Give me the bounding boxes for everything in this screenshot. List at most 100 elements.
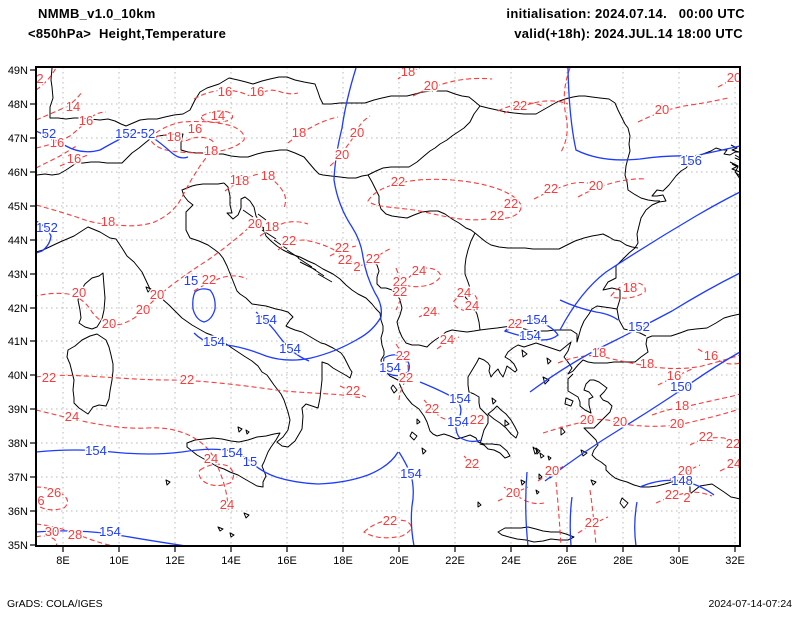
coastline-path xyxy=(242,209,333,283)
grads-credit: GrADS: COLA/IGES xyxy=(7,598,103,610)
height-contour xyxy=(192,288,216,323)
temperature-contour-label: 22 xyxy=(391,174,405,189)
temperature-contour-label: 22 xyxy=(465,456,479,471)
temperature-contour xyxy=(198,463,235,487)
temperature-contour xyxy=(651,393,741,416)
height-contour-label: 52 xyxy=(141,126,155,141)
height-contour xyxy=(567,67,741,161)
temperature-contour xyxy=(589,489,597,547)
coastlines-and-borders xyxy=(35,67,741,543)
temperature-contour xyxy=(35,535,58,547)
axis-labels: 8E 10E 12E 14E 16E 18E 20E 22E 24E 26E 28E 30E 32E 49… xyxy=(8,65,745,567)
temperature-contour-label: 22 xyxy=(425,401,439,416)
y-axis-tick-label: 40N xyxy=(8,370,28,382)
coastline-path xyxy=(49,67,660,202)
temperature-contour-label: 20 xyxy=(150,287,164,302)
temperature-contour-label: 22 xyxy=(490,208,504,223)
temperature-contour xyxy=(497,102,545,112)
temperature-contour-label: 22 xyxy=(399,370,413,385)
y-axis-tick-label: 42N xyxy=(8,303,28,315)
height-contour xyxy=(525,471,529,547)
creation-timestamp: 2024-07-14-07:24 xyxy=(708,598,792,610)
temperature-contour xyxy=(329,115,371,167)
temperature-contour xyxy=(418,312,441,318)
temperature-contour-label: 20 xyxy=(72,285,86,300)
temperature-contour-label: 24 xyxy=(457,285,471,300)
x-axis-tick-label: 16E xyxy=(277,555,297,567)
temperature-contour-label: 20 xyxy=(506,485,520,500)
temperature-contour-label: 14 xyxy=(211,108,225,123)
temperature-contour xyxy=(200,110,234,123)
temperature-contour-label: 20 xyxy=(670,416,684,431)
coastline-path xyxy=(567,373,741,500)
temperature-contour-label: 2 xyxy=(353,259,360,274)
temperature-contour-label: 20 xyxy=(136,302,150,317)
temperature-contour-label: 22 xyxy=(202,272,216,287)
coastline-path xyxy=(390,384,482,508)
temperature-contour-label: 18 xyxy=(640,356,654,371)
temperature-contour xyxy=(533,181,593,200)
temperature-contour xyxy=(555,481,562,547)
height-contour-label: 154 xyxy=(255,312,277,327)
model-title: NMMB_v1.0_10km xyxy=(38,6,156,21)
axis-ticks xyxy=(30,69,736,552)
temperature-contour-label: 16 xyxy=(188,121,202,136)
temperature-contour xyxy=(669,464,701,480)
temperature-contour-label: 24 xyxy=(465,298,479,313)
height-contour-label: 152 xyxy=(36,220,58,235)
temperature-contour-label: 20 xyxy=(613,414,627,429)
temperature-contour-label: 24 xyxy=(412,263,426,278)
temperature-contour-label: 16 xyxy=(667,368,681,383)
temperature-contour xyxy=(717,74,741,88)
height-contour xyxy=(35,448,399,485)
y-axis-tick-label: 36N xyxy=(8,506,28,518)
coastline-path xyxy=(464,232,618,343)
height-contour-label: 15 xyxy=(184,273,198,288)
temperature-contour-label: 22 xyxy=(42,370,56,385)
temperature-contour xyxy=(224,173,287,209)
temperature-contour-label: 20 xyxy=(727,70,741,85)
temperature-contour xyxy=(463,455,483,472)
temperature-contour-label: 20 xyxy=(424,78,438,93)
coastline-path xyxy=(36,105,481,179)
coastline-path xyxy=(520,446,597,495)
temperature-contour-label: 16 xyxy=(250,84,264,99)
height-contour-label: 154 xyxy=(449,391,471,406)
height-contour xyxy=(193,67,383,361)
height-contour xyxy=(35,220,52,254)
x-axis-tick-label: 10E xyxy=(109,555,129,567)
temperature-contour xyxy=(367,178,522,221)
y-axis-tick-label: 38N xyxy=(8,438,28,450)
x-axis-tick-label: 26E xyxy=(557,555,577,567)
temperature-contour xyxy=(193,89,299,100)
height-contour xyxy=(35,530,187,547)
temperature-contour-label: 20 xyxy=(678,463,692,478)
x-axis-tick-label: 18E xyxy=(333,555,353,567)
y-axis-tick-label: 43N xyxy=(8,269,28,281)
temperature-contour-label: 14 xyxy=(66,99,80,114)
temperature-contour-label: 22 xyxy=(665,487,679,502)
initialisation-time: initialisation: 2024.07.14. 00:00 UTC xyxy=(506,6,745,21)
temperature-contour-label: 22 xyxy=(335,240,349,255)
temperature-contour-label: 22 xyxy=(393,284,407,299)
coastline-path xyxy=(66,333,114,415)
temperature-contour-label: 18 xyxy=(101,214,115,229)
height-contour xyxy=(35,130,189,159)
temperature-contour-label: 16 xyxy=(704,348,718,363)
temperature-contour xyxy=(363,519,412,539)
temperature-contour-label: 24 xyxy=(220,497,234,512)
temperature-contour xyxy=(35,67,57,91)
coastline-path xyxy=(729,144,741,180)
coastline-path xyxy=(602,147,740,337)
plot-border xyxy=(35,66,741,547)
temperature-contour xyxy=(277,239,393,266)
height-contour-label: 148 xyxy=(671,473,693,488)
height-contour xyxy=(569,496,573,547)
height-contour-label: 15 xyxy=(243,454,257,469)
temperature-contour-label: 20 xyxy=(350,125,364,140)
y-axis-tick-label: 46N xyxy=(8,167,28,179)
temperature-contour-label: 2 xyxy=(683,490,690,505)
height-contour-label: 152 xyxy=(628,319,650,334)
height-contour xyxy=(255,311,310,362)
